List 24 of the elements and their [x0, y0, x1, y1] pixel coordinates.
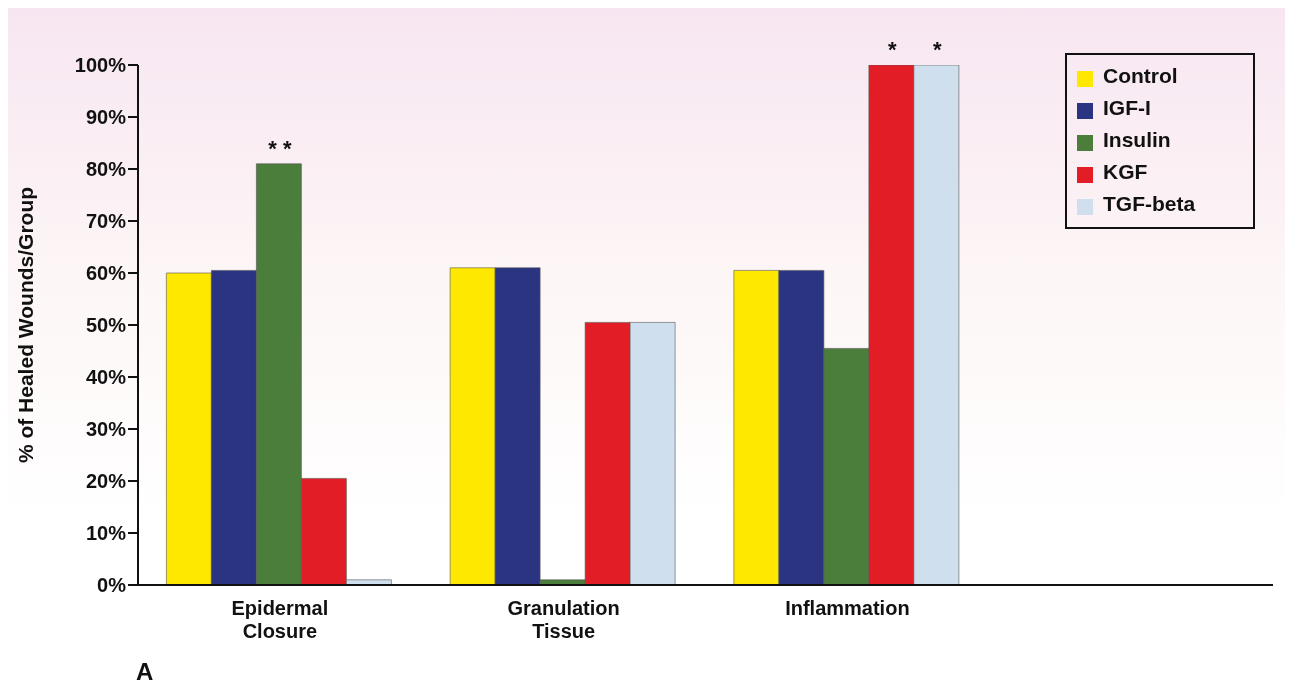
y-tick-label: 100% [74, 54, 127, 77]
y-tick-label: 0% [97, 574, 127, 597]
x-tick-label: Granulation Tissue [507, 597, 620, 642]
legend-label: Insulin [1103, 128, 1171, 151]
y-tick-label: 40% [85, 366, 127, 389]
x-tick-label: Inflammation [785, 597, 910, 619]
y-tick-label: 80% [85, 158, 127, 181]
text: * [888, 37, 898, 62]
legend-label: KGF [1103, 160, 1148, 183]
legend-label: TGF-beta [1103, 192, 1196, 215]
x-tick-label: Epidermal Closure [231, 597, 329, 642]
legend-label: IGF-I [1103, 96, 1151, 119]
y-tick-label: 10% [85, 522, 127, 545]
y-tick-label: 90% [85, 106, 127, 129]
y-tick-label: 50% [85, 314, 127, 337]
text: * [933, 37, 943, 62]
y-tick-label: 70% [85, 210, 127, 233]
y-tick-label: 20% [85, 470, 127, 493]
y-axis-title: % of Healed Wounds/Group [14, 186, 38, 464]
legend-label: Control [1103, 64, 1178, 87]
annotation: * * [268, 135, 292, 161]
y-tick-label: 30% [85, 418, 127, 441]
y-tick-label: 60% [85, 262, 127, 285]
text: A [136, 658, 154, 685]
